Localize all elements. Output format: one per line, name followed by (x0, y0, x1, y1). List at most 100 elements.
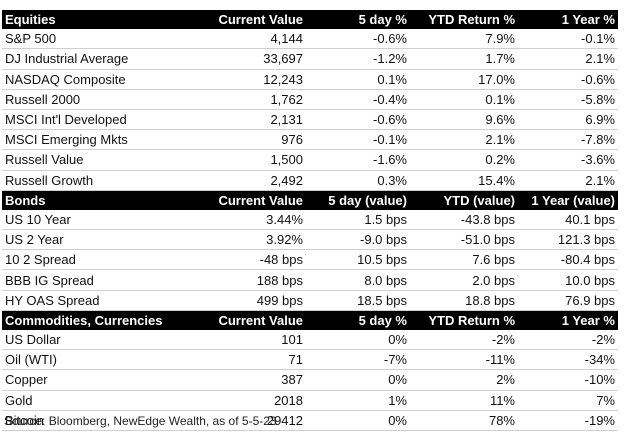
cell-value: 71 (204, 349, 306, 371)
table-row: Bitcoin 29412 0% 78% -19% (2, 410, 618, 431)
bonds-header-row: Bonds Current Value 5 day (value) YTD (v… (2, 190, 618, 210)
column-header: Current Value (204, 310, 306, 330)
row-label: US 2 Year (2, 229, 204, 251)
column-header: YTD Return % (410, 10, 518, 30)
cell-value: 1.7% (410, 48, 518, 70)
column-header: YTD Return % (410, 310, 518, 330)
column-header: 5 day % (306, 310, 410, 330)
cell-value: -0.6% (306, 29, 410, 50)
row-label: Bitcoin (2, 410, 204, 431)
column-header: Current Value (204, 190, 306, 210)
section-title: Commodities, Currencies (2, 310, 204, 330)
cell-value: -0.1% (518, 29, 618, 50)
row-label: US Dollar (2, 330, 204, 351)
cell-value: 2018 (204, 390, 306, 411)
cell-value: 2,492 (204, 170, 306, 191)
cell-value: 1,500 (204, 149, 306, 171)
cell-value: -0.6% (518, 69, 618, 90)
cell-value: 29412 (204, 410, 306, 431)
column-header: YTD (value) (410, 190, 518, 210)
cell-value: 188 bps (204, 269, 306, 291)
cell-value: 4,144 (204, 29, 306, 50)
row-label: Russell Value (2, 149, 204, 171)
cell-value: 0.2% (410, 149, 518, 171)
cell-value: 18.5 bps (306, 290, 410, 311)
cell-value: -34% (518, 349, 618, 371)
cell-value: 1,762 (204, 89, 306, 110)
table-row: HY OAS Spread 499 bps 18.5 bps 18.8 bps … (2, 290, 618, 311)
cell-value: 10.5 bps (306, 249, 410, 271)
table-row: NASDAQ Composite 12,243 0.1% 17.0% -0.6% (2, 69, 618, 90)
cell-value: 10.0 bps (518, 269, 618, 291)
table-row: Copper 387 0% 2% -10% (2, 369, 618, 391)
cell-value: -2% (410, 330, 518, 351)
table-row: Russell 2000 1,762 -0.4% 0.1% -5.8% (2, 89, 618, 110)
cell-value: -48 bps (204, 249, 306, 271)
cell-value: 8.0 bps (306, 269, 410, 291)
cell-value: 40.1 bps (518, 209, 618, 231)
column-header: 1 Year % (518, 310, 618, 330)
table-row: Russell Growth 2,492 0.3% 15.4% 2.1% (2, 170, 618, 191)
cell-value: 2,131 (204, 109, 306, 131)
cell-value: -51.0 bps (410, 229, 518, 251)
cell-value: -9.0 bps (306, 229, 410, 251)
row-label: US 10 Year (2, 209, 204, 231)
cell-value: 7.6 bps (410, 249, 518, 271)
row-label: 10 2 Spread (2, 249, 204, 271)
cell-value: 76.9 bps (518, 290, 618, 311)
cell-value: 387 (204, 369, 306, 391)
cell-value: 17.0% (410, 69, 518, 90)
cell-value: 2% (410, 369, 518, 391)
cell-value: -1.2% (306, 48, 410, 70)
cell-value: 11% (410, 390, 518, 411)
cell-value: 0.1% (306, 69, 410, 90)
cell-value-text: -48 bps (259, 252, 303, 268)
cell-value: -19% (518, 410, 618, 431)
cell-value: 33,697 (204, 48, 306, 70)
cell-value: 101 (204, 330, 306, 351)
cell-value: 1% (306, 390, 410, 411)
column-header: 1 Year % (518, 10, 618, 30)
cell-value: 15.4% (410, 170, 518, 191)
cell-value: 2.1% (410, 129, 518, 151)
row-label: HY OAS Spread (2, 290, 204, 311)
equities-header-row: Equities Current Value 5 day % YTD Retur… (2, 10, 618, 30)
table-row: BBB IG Spread 188 bps 8.0 bps 2.0 bps 10… (2, 269, 618, 291)
cell-value: -1.6% (306, 149, 410, 171)
table-row: US 10 Year 3.44% 1.5 bps -43.8 bps 40.1 … (2, 209, 618, 231)
column-header: Current Value (204, 10, 306, 30)
cell-value: -11% (410, 349, 518, 371)
table-row: US Dollar 101 0% -2% -2% (2, 330, 618, 351)
cell-value: 2.1% (518, 48, 618, 70)
cell-value: 0% (306, 330, 410, 351)
table-row: US 2 Year 3.92% -9.0 bps -51.0 bps 121.3… (2, 229, 618, 251)
table-row: MSCI Emerging Mkts 976 -0.1% 2.1% -7.8% (2, 129, 618, 151)
cell-value: 3.92% (204, 229, 306, 251)
cell-value: 3.44% (204, 209, 306, 231)
table-row: DJ Industrial Average 33,697 -1.2% 1.7% … (2, 48, 618, 70)
cell-value: 12,243 (204, 69, 306, 90)
cell-value: 499 bps (204, 290, 306, 311)
column-header: 5 day % (306, 10, 410, 30)
row-label: S&P 500 (2, 29, 204, 50)
cell-value: 0% (306, 410, 410, 431)
cell-value: 1.5 bps (306, 209, 410, 231)
commodities-header-row: Commodities, Currencies Current Value 5 … (2, 310, 618, 330)
cell-value: -3.6% (518, 149, 618, 171)
section-title: Equities (2, 10, 204, 30)
cell-value: 2.1% (518, 170, 618, 191)
row-label: Gold (2, 390, 204, 411)
row-label: MSCI Int'l Developed (2, 109, 204, 131)
cell-value: -0.4% (306, 89, 410, 110)
cell-value: 0% (306, 369, 410, 391)
cell-value: 6.9% (518, 109, 618, 131)
cell-value: -0.1% (306, 129, 410, 151)
row-label: Russell Growth (2, 170, 204, 191)
cell-value: -7.8% (518, 129, 618, 151)
row-label: NASDAQ Composite (2, 69, 204, 90)
cell-value: 7% (518, 390, 618, 411)
table-row: Russell Value 1,500 -1.6% 0.2% -3.6% (2, 149, 618, 171)
cell-value: -5.8% (518, 89, 618, 110)
cell-value-text: 2.0 bps (472, 272, 515, 288)
